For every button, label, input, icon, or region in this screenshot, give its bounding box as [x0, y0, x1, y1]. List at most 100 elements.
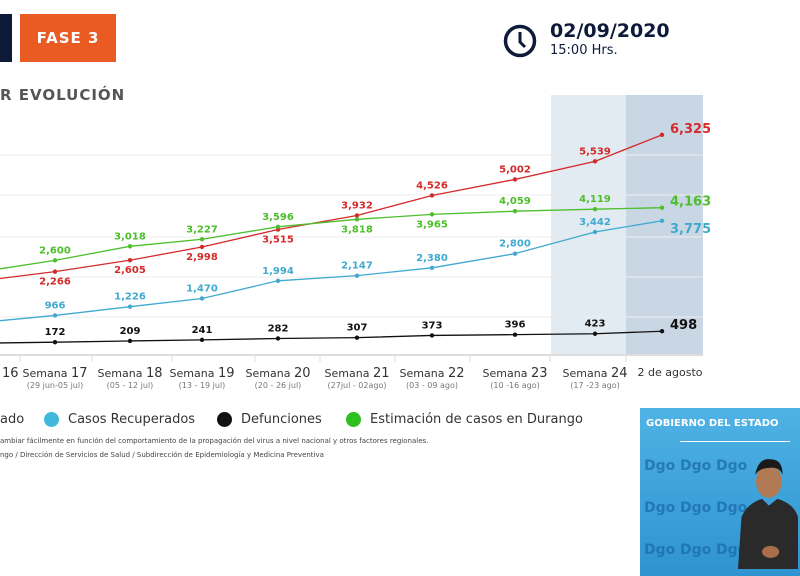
data-point — [659, 218, 665, 223]
data-label: 3,775 — [670, 222, 710, 237]
source-note: ngo / Dirección de Servicios de Salud / … — [0, 451, 324, 459]
chart-title: R EVOLUCIÓN — [0, 86, 126, 104]
x-label: Semana 21 (27jul - 02ago) — [324, 366, 390, 390]
data-label: 373 — [422, 320, 443, 331]
dgo-logo: Dgo — [644, 458, 676, 474]
data-label: 2,266 — [39, 277, 71, 288]
report-time: 15:00 Hrs. — [550, 43, 618, 58]
data-point — [512, 177, 518, 182]
legend-dot-icon — [346, 412, 361, 427]
dgo-logo: Dgo — [644, 500, 676, 516]
data-point — [354, 335, 360, 340]
data-label: 1,470 — [186, 283, 218, 294]
data-point — [592, 331, 598, 336]
data-label: 3,227 — [186, 224, 218, 235]
data-label: 3,596 — [262, 212, 294, 223]
dgo-logo: Dgo — [680, 542, 712, 558]
series-line-3 — [0, 330, 663, 344]
x-label: Semana 20 (20 - 26 jul) — [245, 366, 311, 390]
data-label: 209 — [120, 326, 141, 337]
data-point — [275, 278, 281, 284]
data-point — [199, 237, 205, 242]
data-point — [52, 269, 58, 274]
legend-confirmed: ado — [0, 412, 24, 427]
clock-icon — [503, 24, 537, 58]
data-point — [52, 258, 58, 263]
data-point — [354, 217, 360, 222]
data-point — [429, 212, 435, 217]
evolution-chart: 2,266 2,605 2,998 3,515 3,932 4,526 5,002 5,539… — [0, 95, 710, 362]
data-label: 1,226 — [114, 292, 146, 303]
legend-label: Estimación de casos en Durango — [370, 412, 583, 427]
legend-recovered: Casos Recuperados — [44, 412, 195, 427]
highlight-week-24 — [551, 95, 626, 355]
x-label: Semana 23 (10 -16 ago) — [482, 366, 548, 390]
data-label: 172 — [45, 327, 66, 338]
data-label: 2,147 — [341, 261, 373, 272]
data-label: 3,965 — [416, 219, 448, 230]
data-point — [659, 132, 665, 138]
series-line-2 — [0, 220, 663, 322]
data-label: 282 — [268, 323, 289, 334]
data-label: 2,998 — [186, 252, 218, 263]
x-label: 2 de agosto — [637, 366, 703, 379]
data-point — [592, 206, 598, 212]
legend-dot-icon — [44, 412, 59, 427]
data-point — [659, 205, 665, 210]
data-label: 3,818 — [341, 224, 373, 235]
x-label: 16 — [2, 366, 19, 381]
legend-deaths: Defunciones — [217, 412, 322, 427]
data-label: 423 — [585, 319, 606, 330]
data-label: 3,442 — [579, 217, 611, 228]
data-label: 966 — [45, 300, 66, 311]
data-label: 498 — [670, 318, 697, 333]
dgo-logo: Dgo — [680, 458, 712, 474]
data-label: 5,002 — [499, 164, 531, 175]
data-label: 5,539 — [579, 146, 611, 157]
data-point — [429, 265, 435, 270]
data-point — [127, 244, 133, 249]
data-label: 396 — [505, 320, 526, 331]
data-point — [52, 340, 58, 345]
data-point — [127, 338, 133, 344]
data-label: 6,325 — [670, 122, 710, 137]
data-label: 4,059 — [499, 196, 531, 207]
interpreter-person — [738, 459, 798, 569]
footnote: ambiar fácilmente en función del comport… — [0, 437, 429, 445]
data-point — [354, 273, 360, 278]
data-point — [275, 336, 281, 341]
data-point — [199, 244, 205, 250]
data-point — [52, 313, 58, 318]
video-banner: GOBIERNO DEL ESTADO — [646, 418, 779, 429]
sign-language-video: GOBIERNO DEL ESTADO Dgo Dgo Dgo Dgo Dgo Dgo Dg… — [640, 408, 800, 576]
data-point — [127, 258, 133, 263]
x-label: Semana 19 (13 - 19 jul) — [169, 366, 235, 390]
dgo-logo: Dgo — [716, 458, 748, 474]
data-point — [512, 251, 518, 256]
data-label: 3,932 — [341, 200, 373, 211]
legend-label: ado — [0, 412, 25, 427]
data-point — [127, 304, 133, 309]
data-point — [199, 337, 205, 343]
banner-underline — [680, 441, 790, 442]
data-label: 2,600 — [39, 245, 71, 256]
data-point — [354, 213, 360, 218]
data-point — [512, 209, 518, 214]
report-date: 02/09/2020 — [550, 20, 670, 42]
data-label: 4,163 — [670, 195, 710, 210]
legend-label: Casos Recuperados — [68, 412, 196, 427]
data-point — [429, 193, 435, 198]
data-label: 2,605 — [114, 265, 146, 276]
data-label: 3,018 — [114, 231, 146, 242]
data-label: 307 — [347, 323, 368, 334]
x-label: Semana 24 (17 -23 ago) — [562, 366, 628, 390]
dgo-logo: Dgo — [644, 542, 676, 558]
data-label: 2,380 — [416, 253, 448, 264]
dgo-logo: Dgo — [680, 500, 712, 516]
data-label: 241 — [192, 325, 213, 336]
data-point — [429, 333, 435, 338]
series-line-1 — [0, 207, 663, 270]
data-label: 1,994 — [262, 266, 294, 277]
data-label: 4,526 — [416, 180, 448, 191]
dgo-logo: Dgo — [716, 500, 748, 516]
